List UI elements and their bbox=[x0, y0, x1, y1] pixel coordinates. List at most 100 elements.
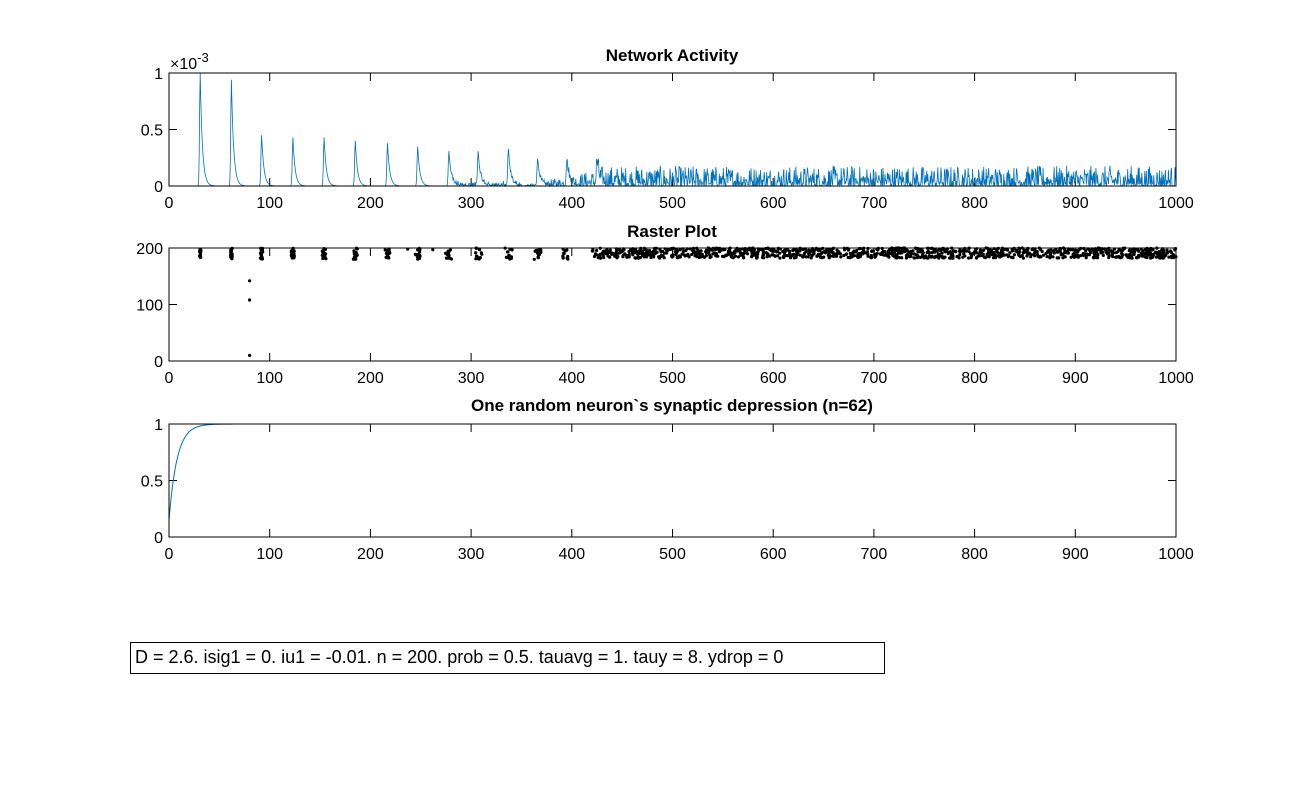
spike-dot bbox=[1139, 251, 1143, 255]
spike-dot bbox=[962, 252, 966, 256]
spike-dot bbox=[690, 252, 694, 257]
x-tick-label: 600 bbox=[760, 546, 787, 563]
spike-dot bbox=[812, 251, 816, 256]
spike-dot bbox=[704, 251, 709, 255]
spike-dot bbox=[643, 252, 647, 256]
spike-dot bbox=[1096, 253, 1100, 257]
x-tick-label: 0 bbox=[165, 195, 174, 212]
spike-dot bbox=[716, 254, 720, 258]
spike-dot bbox=[1143, 252, 1147, 256]
spike-dot bbox=[835, 248, 839, 252]
spike-dot bbox=[691, 248, 695, 252]
spike-dot bbox=[943, 255, 947, 259]
spike-dot bbox=[653, 252, 657, 256]
spike-dot bbox=[804, 250, 808, 254]
x-tick-label: 300 bbox=[458, 370, 485, 387]
spike-dot bbox=[1121, 248, 1125, 252]
spike-dot bbox=[1045, 255, 1049, 259]
spike-dot bbox=[675, 255, 679, 259]
spike-dot bbox=[291, 251, 295, 255]
spike-dot bbox=[289, 253, 293, 257]
spike-dot bbox=[839, 255, 843, 259]
spike-dot bbox=[948, 250, 953, 254]
spike-dot bbox=[890, 251, 894, 255]
spike-dot bbox=[707, 249, 711, 254]
spike-dot bbox=[633, 256, 637, 260]
spike-dot bbox=[923, 256, 927, 260]
y-tick-label: 1 bbox=[154, 66, 163, 83]
spike-dot bbox=[809, 256, 813, 260]
spike-dot bbox=[934, 255, 938, 259]
spike-dot bbox=[857, 247, 861, 251]
spike-dot bbox=[912, 252, 917, 256]
spike-dot bbox=[818, 249, 822, 253]
spike-dot bbox=[418, 253, 422, 258]
spike-dot bbox=[925, 256, 929, 260]
x-tick-label: 300 bbox=[458, 546, 485, 563]
spike-dot bbox=[1069, 255, 1073, 259]
spike-dot bbox=[1048, 255, 1052, 259]
spike-dot bbox=[658, 247, 662, 252]
y-tick-label: 100 bbox=[136, 298, 163, 315]
spike-dot bbox=[627, 252, 631, 257]
y-tick-label: 0 bbox=[154, 354, 163, 371]
spike-dot bbox=[930, 251, 934, 255]
spike-dot bbox=[1157, 250, 1161, 254]
spike-dot bbox=[649, 253, 653, 257]
spike-dot bbox=[678, 248, 682, 252]
x-tick-label: 400 bbox=[558, 370, 585, 387]
spike-dot bbox=[745, 252, 750, 256]
spike-dot bbox=[969, 252, 974, 256]
spike-dot bbox=[969, 256, 973, 260]
synaptic-depression-axes: One random neuron`s synaptic depression … bbox=[141, 396, 1194, 563]
x-tick-label: 100 bbox=[256, 195, 283, 212]
raster-plot-ticks: 0 100 200 300 400 500 600 700 800 900 1000 0 100 200 bbox=[136, 241, 1194, 387]
spike-dot bbox=[537, 253, 541, 257]
x-tick-label: 100 bbox=[256, 546, 283, 563]
spike-dot bbox=[712, 251, 717, 255]
spike-dot bbox=[322, 251, 326, 255]
spike-dot bbox=[1063, 250, 1067, 254]
spike-dot bbox=[1001, 253, 1005, 257]
spike-dot bbox=[727, 247, 732, 251]
x-tick-label: 500 bbox=[659, 195, 686, 212]
spike-dot bbox=[1085, 252, 1089, 256]
spike-dot bbox=[895, 249, 899, 253]
y-tick-label: 1 bbox=[154, 417, 163, 434]
spike-dot bbox=[631, 253, 635, 257]
x-tick-label: 0 bbox=[165, 370, 174, 387]
spike-dot bbox=[865, 250, 870, 254]
spike-dot bbox=[610, 251, 615, 255]
x-tick-label: 1000 bbox=[1158, 546, 1194, 563]
synaptic-depression-frame bbox=[168, 423, 1177, 538]
spike-dot bbox=[445, 252, 449, 256]
spike-dot bbox=[810, 247, 815, 251]
spike-dot bbox=[806, 255, 810, 259]
spike-dot bbox=[742, 256, 746, 260]
y-tick-label: 200 bbox=[136, 241, 163, 258]
spike-dot bbox=[693, 254, 697, 258]
spike-dot bbox=[766, 253, 770, 257]
spike-dot bbox=[620, 250, 624, 254]
spike-dot bbox=[1021, 256, 1025, 260]
spike-dot bbox=[781, 249, 785, 254]
spike-dot bbox=[941, 255, 945, 260]
spike-dot bbox=[870, 249, 874, 253]
spike-dot bbox=[1078, 254, 1083, 258]
spike-dot bbox=[1022, 248, 1026, 252]
spike-dot bbox=[728, 249, 732, 253]
spike-dot bbox=[431, 248, 435, 252]
spike-dot bbox=[1012, 253, 1017, 257]
spike-dot bbox=[820, 251, 824, 255]
spike-dot bbox=[533, 249, 537, 253]
spike-dot bbox=[916, 254, 920, 258]
spike-dot bbox=[622, 248, 626, 252]
spike-dot bbox=[1010, 249, 1015, 253]
spike-dot bbox=[1009, 255, 1014, 259]
spike-dot bbox=[719, 248, 724, 252]
spike-dot bbox=[755, 256, 759, 260]
spike-dot bbox=[659, 254, 663, 259]
spike-dot bbox=[798, 253, 802, 257]
spike-dot bbox=[855, 249, 859, 253]
